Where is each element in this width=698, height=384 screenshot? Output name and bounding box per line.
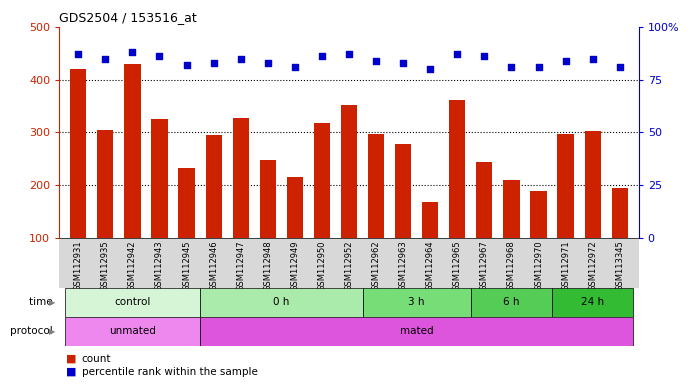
Text: GSM112963: GSM112963	[399, 240, 408, 291]
Point	[479, 53, 490, 60]
Point	[533, 64, 544, 70]
Text: GSM112943: GSM112943	[155, 240, 164, 291]
Text: GSM112949: GSM112949	[290, 240, 299, 291]
Bar	[65, 317, 200, 346]
Bar	[552, 288, 633, 317]
Text: ■: ■	[66, 367, 80, 377]
Bar	[205, 135, 222, 291]
Point	[614, 64, 625, 70]
Bar	[151, 119, 168, 291]
Bar	[232, 118, 248, 291]
Point	[560, 58, 571, 64]
Bar	[70, 69, 87, 291]
Bar	[476, 162, 493, 291]
Text: GSM112965: GSM112965	[453, 240, 462, 291]
Bar	[179, 168, 195, 291]
Bar	[97, 130, 114, 291]
Text: time: time	[29, 297, 56, 308]
Text: percentile rank within the sample: percentile rank within the sample	[82, 367, 258, 377]
Text: 6 h: 6 h	[503, 297, 520, 308]
Bar	[395, 144, 411, 291]
Bar	[368, 134, 384, 291]
Bar	[200, 288, 362, 317]
Point	[208, 60, 219, 66]
Bar	[287, 177, 303, 291]
Bar	[471, 288, 552, 317]
Text: GSM112950: GSM112950	[318, 240, 327, 291]
Point	[235, 55, 246, 61]
Text: GSM112972: GSM112972	[588, 240, 597, 291]
Point	[506, 64, 517, 70]
Text: control: control	[114, 297, 151, 308]
Point	[289, 64, 300, 70]
Point	[371, 58, 382, 64]
Bar	[611, 188, 628, 291]
Text: GDS2504 / 153516_at: GDS2504 / 153516_at	[59, 11, 197, 24]
Point	[100, 55, 111, 61]
Bar	[314, 123, 330, 291]
Bar	[200, 317, 633, 346]
Text: ■: ■	[66, 354, 80, 364]
Text: count: count	[82, 354, 111, 364]
Text: ▶: ▶	[50, 327, 56, 336]
Point	[452, 51, 463, 58]
Bar	[65, 288, 200, 317]
Bar	[530, 190, 547, 291]
Point	[262, 60, 274, 66]
Bar	[124, 64, 140, 291]
Text: GSM112931: GSM112931	[74, 240, 83, 291]
Text: GSM113345: GSM113345	[615, 240, 624, 291]
Text: GSM112967: GSM112967	[480, 240, 489, 291]
Point	[343, 51, 355, 58]
Text: GSM112970: GSM112970	[534, 240, 543, 291]
Bar	[341, 105, 357, 291]
Text: GSM112948: GSM112948	[263, 240, 272, 291]
Bar	[260, 160, 276, 291]
Text: GSM112947: GSM112947	[236, 240, 245, 291]
Text: GSM112971: GSM112971	[561, 240, 570, 291]
Bar	[558, 134, 574, 291]
Text: 3 h: 3 h	[408, 297, 425, 308]
Text: GSM112962: GSM112962	[371, 240, 380, 291]
Bar	[503, 180, 519, 291]
Point	[424, 66, 436, 72]
Point	[181, 62, 192, 68]
Text: GSM112935: GSM112935	[101, 240, 110, 291]
Point	[587, 55, 598, 61]
Bar	[362, 288, 471, 317]
Text: unmated: unmated	[109, 326, 156, 336]
Point	[398, 60, 409, 66]
Text: protocol: protocol	[10, 326, 56, 336]
Text: GSM112945: GSM112945	[182, 240, 191, 291]
Bar	[584, 131, 601, 291]
Point	[73, 51, 84, 58]
Text: GSM112968: GSM112968	[507, 240, 516, 291]
Text: 0 h: 0 h	[273, 297, 290, 308]
Text: GSM112952: GSM112952	[345, 240, 353, 291]
Point	[127, 49, 138, 55]
Text: ▶: ▶	[50, 298, 56, 307]
Text: GSM112942: GSM112942	[128, 240, 137, 291]
Text: 24 h: 24 h	[581, 297, 604, 308]
Point	[154, 53, 165, 60]
Point	[316, 53, 327, 60]
Text: mated: mated	[400, 326, 433, 336]
Bar	[422, 202, 438, 291]
Text: GSM112964: GSM112964	[426, 240, 435, 291]
Bar	[450, 100, 466, 291]
Text: GSM112946: GSM112946	[209, 240, 218, 291]
